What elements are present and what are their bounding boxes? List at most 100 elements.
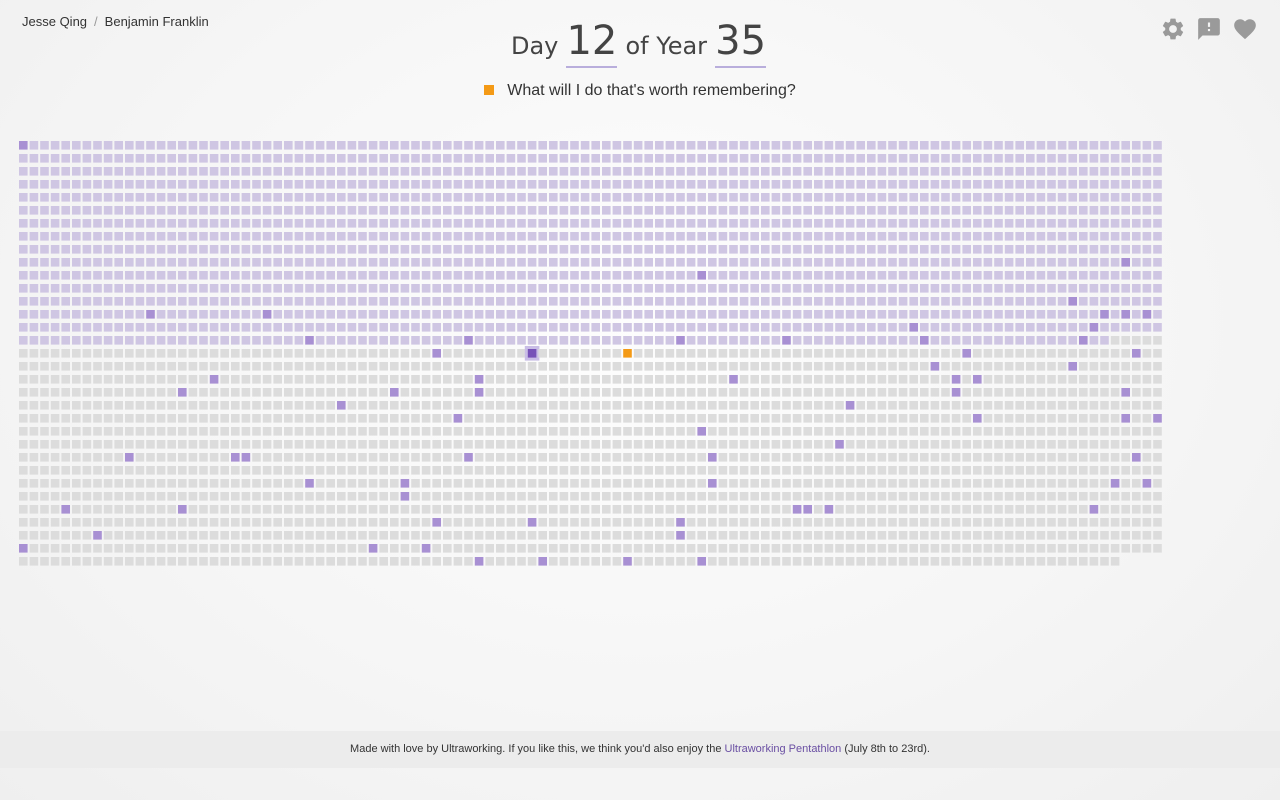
day-cell-lived[interactable] [1026, 245, 1035, 254]
day-cell-lived[interactable] [983, 258, 993, 267]
day-cell-lived[interactable] [867, 141, 876, 150]
day-cell-lived[interactable] [315, 310, 325, 319]
day-cell-future[interactable] [761, 401, 770, 410]
day-cell-lived[interactable] [390, 284, 399, 293]
day-cell-future[interactable] [432, 557, 441, 566]
day-cell-lived[interactable] [994, 193, 1003, 202]
day-cell-lived[interactable] [496, 297, 505, 306]
day-cell-future[interactable] [1121, 466, 1130, 475]
day-cell-lived[interactable] [315, 167, 325, 176]
day-cell-marked[interactable] [390, 388, 399, 397]
day-cell-future[interactable] [877, 557, 887, 566]
day-cell-lived[interactable] [750, 336, 759, 345]
day-cell-lived[interactable] [209, 245, 219, 254]
day-cell-future[interactable] [220, 557, 229, 566]
day-cell-lived[interactable] [443, 284, 452, 293]
day-cell-lived[interactable] [135, 284, 145, 293]
day-cell-future[interactable] [941, 427, 950, 436]
day-cell-lived[interactable] [474, 206, 484, 215]
day-cell-lived[interactable] [708, 258, 717, 267]
day-cell-lived[interactable] [527, 154, 537, 163]
day-cell-future[interactable] [930, 440, 940, 449]
day-cell-lived[interactable] [135, 141, 145, 150]
day-cell-marked[interactable] [962, 349, 971, 358]
day-cell-future[interactable] [824, 414, 834, 423]
day-cell-lived[interactable] [1110, 141, 1120, 150]
day-cell-future[interactable] [792, 388, 802, 397]
day-cell-future[interactable] [315, 375, 325, 384]
day-cell-future[interactable] [241, 531, 251, 540]
day-cell-future[interactable] [750, 453, 759, 462]
day-cell-lived[interactable] [368, 258, 378, 267]
day-cell-future[interactable] [771, 453, 781, 462]
day-cell-lived[interactable] [909, 154, 918, 163]
day-cell-lived[interactable] [231, 206, 240, 215]
day-cell-lived[interactable] [814, 141, 823, 150]
day-cell-lived[interactable] [241, 167, 251, 176]
day-cell-future[interactable] [973, 349, 982, 358]
day-cell-lived[interactable] [867, 323, 876, 332]
day-cell-future[interactable] [358, 518, 367, 527]
day-cell-future[interactable] [400, 557, 410, 566]
day-cell-lived[interactable] [284, 167, 293, 176]
day-cell-lived[interactable] [400, 154, 410, 163]
day-cell-lived[interactable] [421, 297, 431, 306]
day-cell-future[interactable] [72, 401, 81, 410]
day-cell-future[interactable] [1132, 362, 1141, 371]
day-cell-lived[interactable] [156, 258, 166, 267]
day-cell-lived[interactable] [390, 232, 399, 241]
day-cell-lived[interactable] [930, 232, 940, 241]
day-cell-lived[interactable] [368, 141, 378, 150]
day-cell-lived[interactable] [1004, 323, 1014, 332]
day-cell-future[interactable] [368, 388, 378, 397]
day-cell-lived[interactable] [1068, 310, 1077, 319]
day-cell-future[interactable] [729, 453, 738, 462]
day-cell-future[interactable] [1068, 440, 1077, 449]
day-cell-lived[interactable] [103, 154, 113, 163]
day-cell-lived[interactable] [591, 154, 600, 163]
day-cell-lived[interactable] [146, 154, 155, 163]
day-cell-future[interactable] [580, 505, 590, 514]
day-cell-future[interactable] [771, 375, 781, 384]
day-cell-future[interactable] [591, 388, 600, 397]
day-cell-future[interactable] [400, 414, 410, 423]
day-cell-future[interactable] [231, 505, 240, 514]
day-cell-lived[interactable] [209, 154, 219, 163]
day-cell-lived[interactable] [994, 245, 1003, 254]
day-cell-future[interactable] [188, 492, 198, 501]
day-cell-future[interactable] [1068, 388, 1077, 397]
day-cell-future[interactable] [125, 440, 134, 449]
day-cell-future[interactable] [19, 349, 28, 358]
day-cell-future[interactable] [612, 453, 622, 462]
day-cell-lived[interactable] [496, 323, 505, 332]
day-cell-future[interactable] [241, 388, 251, 397]
day-cell-future[interactable] [898, 453, 908, 462]
day-cell-lived[interactable] [835, 297, 844, 306]
day-cell-marked[interactable] [676, 531, 685, 540]
day-cell-lived[interactable] [845, 141, 855, 150]
day-cell-lived[interactable] [220, 154, 229, 163]
day-cell-lived[interactable] [262, 167, 272, 176]
day-cell-lived[interactable] [570, 219, 579, 228]
day-cell-lived[interactable] [824, 297, 834, 306]
day-cell-future[interactable] [209, 362, 219, 371]
day-cell-lived[interactable] [580, 297, 590, 306]
day-cell-future[interactable] [432, 401, 441, 410]
day-cell-future[interactable] [941, 505, 950, 514]
day-cell-future[interactable] [867, 349, 876, 358]
day-cell-future[interactable] [506, 362, 516, 371]
day-cell-future[interactable] [1026, 401, 1035, 410]
day-cell-lived[interactable] [1132, 219, 1141, 228]
day-cell-lived[interactable] [432, 297, 441, 306]
day-cell-future[interactable] [962, 505, 971, 514]
day-cell-marked[interactable] [231, 453, 240, 462]
day-cell-future[interactable] [178, 531, 187, 540]
day-cell-lived[interactable] [973, 154, 982, 163]
day-cell-future[interactable] [1026, 492, 1035, 501]
day-cell-lived[interactable] [326, 206, 335, 215]
day-cell-lived[interactable] [803, 336, 812, 345]
day-cell-future[interactable] [358, 505, 367, 514]
day-cell-lived[interactable] [443, 154, 452, 163]
day-cell-future[interactable] [930, 401, 940, 410]
day-cell-lived[interactable] [231, 336, 240, 345]
